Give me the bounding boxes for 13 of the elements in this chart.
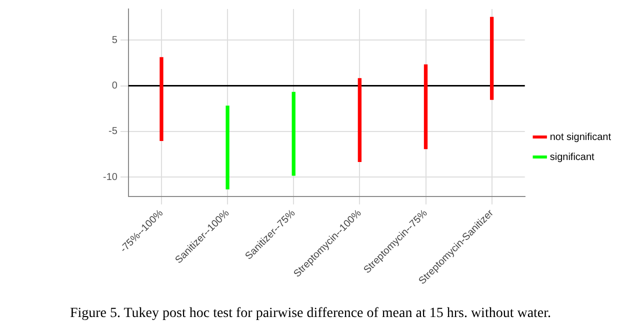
y-tick-label: -5 [108,126,118,138]
y-tick-label: 5 [112,34,118,46]
bar [292,92,296,176]
bar [160,57,164,141]
y-tick-label: -10 [103,172,118,183]
bar [226,106,230,190]
legend-label: not significant [550,132,612,143]
text: Figure 5. Tukey post hoc test for pairwise difference of mean at 15 hrs. without water. [68,306,552,322]
legend-label: significant [550,152,595,163]
bar [358,78,362,162]
bar [490,16,494,100]
bar [424,64,428,150]
y-tick-label: 0 [112,80,118,92]
